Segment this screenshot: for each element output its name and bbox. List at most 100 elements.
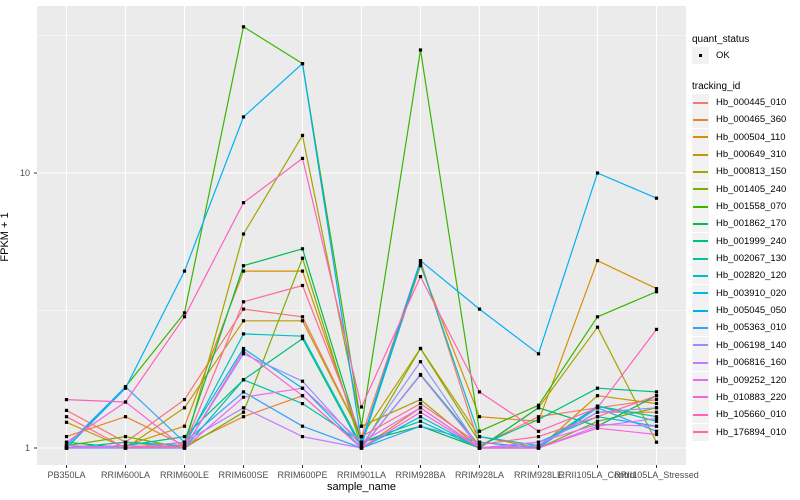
ok-point-icon xyxy=(698,53,703,58)
x-tick-label: RRII105LA_Control xyxy=(558,470,637,480)
legend-title-tracking-id: tracking_id xyxy=(692,81,741,92)
legend-color-swatch xyxy=(693,170,708,173)
legend-color-swatch xyxy=(693,222,708,225)
x-tick-label: RRIM928BA xyxy=(395,470,446,480)
legend-item-ok: OK xyxy=(692,47,798,64)
legend-item-label: Hb_001558_070 xyxy=(716,201,787,213)
legend-item-label: Hb_000465_360 xyxy=(716,114,787,126)
legend-item-Hb_002820_120: Hb_002820_120 xyxy=(692,267,798,285)
legend-color-swatch xyxy=(693,396,708,399)
legend-item-label: Hb_176894_010 xyxy=(716,426,787,438)
legend-item-Hb_006816_160: Hb_006816_160 xyxy=(692,354,798,372)
legend-key xyxy=(692,423,709,441)
legend-key xyxy=(692,406,709,424)
legend-item-Hb_006198_140: Hb_006198_140 xyxy=(692,336,798,354)
legend-item-label: Hb_005363_010 xyxy=(716,322,787,334)
legend-key xyxy=(692,198,709,216)
legend-item-label: Hb_000504_110 xyxy=(716,131,786,143)
legend-color-swatch xyxy=(693,344,708,347)
legend-item-Hb_000504_110: Hb_000504_110 xyxy=(692,128,798,146)
legend-color-swatch xyxy=(693,326,708,329)
legend-item-Hb_000465_360: Hb_000465_360 xyxy=(692,111,798,129)
legend-item-label: Hb_010883_220 xyxy=(716,391,787,403)
x-tick-label: RRIM600LE xyxy=(159,470,210,480)
legend-key xyxy=(692,47,709,64)
x-tick-label: RRII105LA_Stressed xyxy=(614,470,699,480)
legend-item-label: Hb_005045_050 xyxy=(716,305,787,317)
legend-item-Hb_005363_010: Hb_005363_010 xyxy=(692,319,798,337)
x-tick-label: RRIM600SE xyxy=(218,470,269,480)
legend-item-Hb_001999_240: Hb_001999_240 xyxy=(692,232,798,250)
legend-item-Hb_002067_130: Hb_002067_130 xyxy=(692,250,798,268)
y-tick-label: 1 xyxy=(24,443,30,453)
legend-item-label: Hb_002067_130 xyxy=(716,253,787,265)
legend-color-swatch xyxy=(693,309,708,312)
y-axis-title: FPKM + 1 xyxy=(0,212,11,262)
x-tick-label: RRIM928LE xyxy=(513,470,564,480)
legend-item-label: Hb_003910_020 xyxy=(716,287,787,299)
legend-key xyxy=(692,146,709,164)
legend-title-quant-status: quant_status xyxy=(692,34,750,45)
legend-key xyxy=(692,388,709,406)
legend-key xyxy=(692,284,709,302)
legend-key xyxy=(692,336,709,354)
legend-item-Hb_005045_050: Hb_005045_050 xyxy=(692,302,798,320)
x-tick-label: RRIM928LA xyxy=(454,470,505,480)
legend-item-Hb_001862_170: Hb_001862_170 xyxy=(692,215,798,233)
legend-item-label: Hb_001862_170 xyxy=(716,218,787,230)
legend-item-label: Hb_000445_010 xyxy=(716,97,787,108)
legend-item-Hb_000649_310: Hb_000649_310 xyxy=(692,146,798,164)
legend-item-label: Hb_006816_160 xyxy=(716,357,787,369)
x-tick-label: PB350LA xyxy=(47,470,86,480)
legend-color-swatch xyxy=(693,379,708,381)
legend-item-Hb_001405_240: Hb_001405_240 xyxy=(692,180,798,198)
legend-color-swatch xyxy=(693,118,708,121)
legend-key xyxy=(692,302,709,320)
legend-color-swatch xyxy=(693,153,708,156)
legend-item-label: Hb_001405_240 xyxy=(716,183,787,195)
legend-item-label: Hb_001999_240 xyxy=(716,235,787,247)
legend-item-Hb_176894_010: Hb_176894_010 xyxy=(692,423,798,441)
legend: quant_status OK tracking_id Hb_000445_01… xyxy=(692,0,798,441)
legend-item-Hb_000813_150: Hb_000813_150 xyxy=(692,163,798,181)
legend-color-swatch xyxy=(693,361,708,364)
legend-color-swatch xyxy=(693,413,708,416)
y-tick-label: 10 xyxy=(19,168,30,178)
legend-item-label: OK xyxy=(716,50,730,61)
x-tick-label: RRIM901LA xyxy=(336,470,387,480)
legend-color-swatch xyxy=(693,205,708,208)
legend-item-label: Hb_000649_310 xyxy=(716,149,787,161)
legend-color-swatch xyxy=(693,274,708,277)
legend-key xyxy=(692,163,709,181)
x-axis-title: sample_name xyxy=(326,481,397,493)
legend-key xyxy=(692,250,709,268)
legend-key xyxy=(692,128,709,146)
legend-key xyxy=(692,94,709,111)
legend-key xyxy=(692,319,709,337)
legend-item-label: Hb_000813_150 xyxy=(716,166,787,178)
legend-key xyxy=(692,354,709,372)
legend-color-swatch xyxy=(693,292,708,295)
legend-key xyxy=(692,267,709,285)
legend-color-swatch xyxy=(693,431,708,434)
legend-item-label: Hb_009252_120 xyxy=(716,374,787,386)
legend-color-swatch xyxy=(693,136,708,139)
x-tick-label: RRIM600LA xyxy=(100,470,151,480)
legend-key xyxy=(692,111,709,129)
legend-item-label: Hb_105660_010 xyxy=(716,409,787,421)
legend-item-Hb_003910_020: Hb_003910_020 xyxy=(692,284,798,302)
legend-item-label: Hb_006198_140 xyxy=(716,339,787,351)
legend-tracking-items: Hb_000445_010 Hb_000465_360 Hb_000504_110 H… xyxy=(692,94,798,441)
legend-item-Hb_001558_070: Hb_001558_070 xyxy=(692,198,798,216)
legend-color-swatch xyxy=(693,257,708,260)
x-tick-label: RRIM600PE xyxy=(277,470,328,480)
legend-color-swatch xyxy=(693,240,708,243)
legend-item-Hb_105660_010: Hb_105660_010 xyxy=(692,406,798,424)
legend-key xyxy=(692,215,709,233)
legend-key xyxy=(692,371,709,389)
legend-item-Hb_000445_010: Hb_000445_010 xyxy=(692,94,798,111)
legend-color-swatch xyxy=(693,188,708,191)
legend-color-swatch xyxy=(693,101,708,104)
